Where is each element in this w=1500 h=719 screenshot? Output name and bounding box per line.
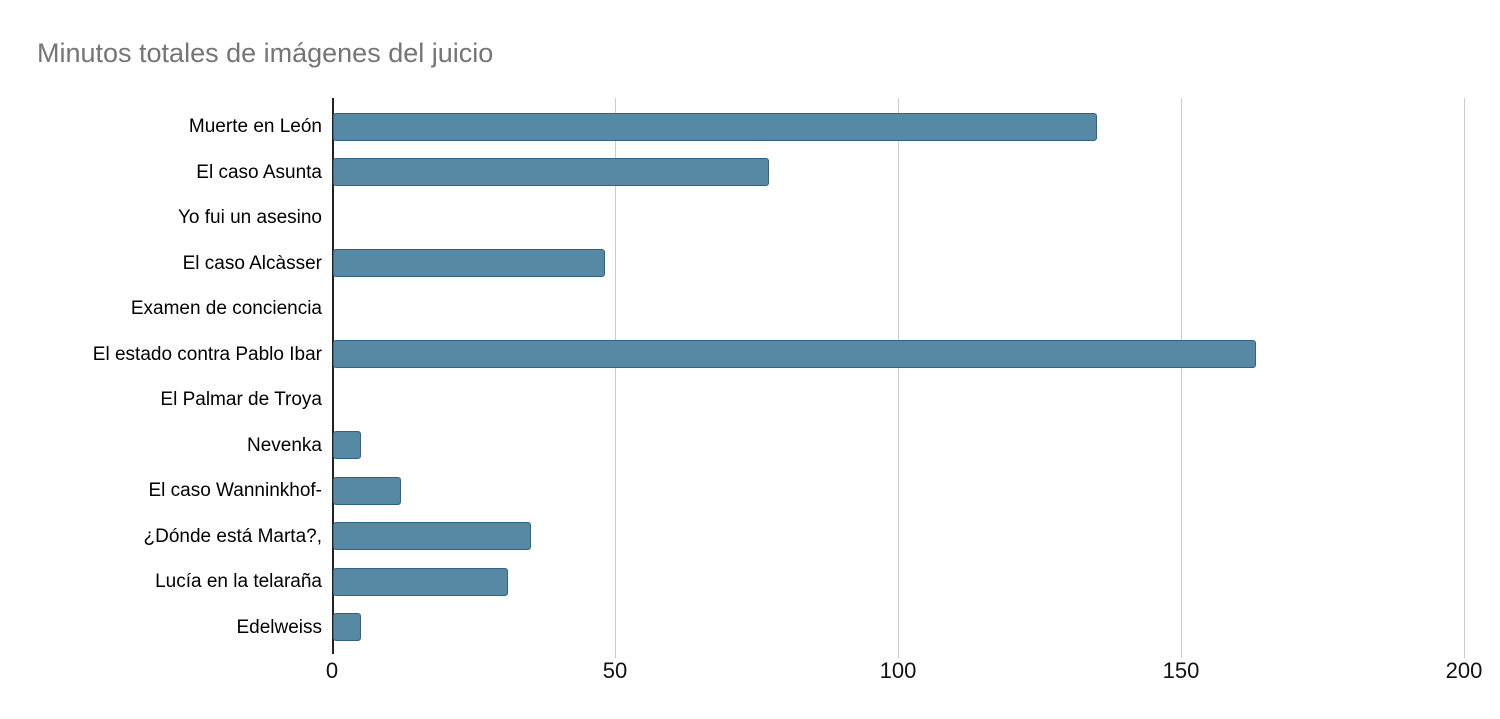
bar bbox=[333, 340, 1256, 369]
gridline bbox=[1464, 98, 1465, 658]
gridline bbox=[615, 98, 616, 658]
category-label: Lucía en la telaraña bbox=[155, 571, 322, 592]
bar bbox=[333, 476, 401, 505]
x-tick-label: 150 bbox=[1162, 658, 1200, 683]
category-label: ¿Dónde está Marta?, bbox=[143, 525, 322, 547]
bar bbox=[333, 567, 509, 596]
category-label: Examen de conciencia bbox=[130, 298, 322, 319]
category-label: El estado contra Pablo Ibar bbox=[92, 343, 322, 365]
category-label: Muerte en León bbox=[188, 116, 322, 137]
category-label: Nevenka bbox=[247, 434, 322, 456]
x-tick-label: 100 bbox=[879, 658, 917, 683]
x-tick-label: 200 bbox=[1445, 658, 1483, 683]
bar bbox=[333, 431, 362, 460]
bar bbox=[333, 613, 362, 642]
bar bbox=[333, 522, 532, 551]
category-label: El caso Alcàsser bbox=[182, 252, 322, 274]
category-label: El caso Wanninkhof- bbox=[148, 480, 322, 501]
bar bbox=[333, 158, 769, 187]
gridline bbox=[1181, 98, 1182, 658]
bar bbox=[333, 249, 605, 278]
gridline bbox=[898, 98, 899, 658]
chart-title: Minutos totales de imágenes del juicio bbox=[37, 38, 494, 68]
bar bbox=[333, 112, 1098, 141]
category-label: El caso Asunta bbox=[196, 161, 322, 183]
x-axis bbox=[332, 98, 334, 654]
category-label: Yo fui un asesino bbox=[177, 207, 322, 228]
x-tick-label: 0 bbox=[325, 658, 339, 683]
x-tick-label: 50 bbox=[602, 658, 628, 683]
category-label: Edelweiss bbox=[236, 616, 322, 638]
category-label: El Palmar de Troya bbox=[160, 389, 322, 410]
